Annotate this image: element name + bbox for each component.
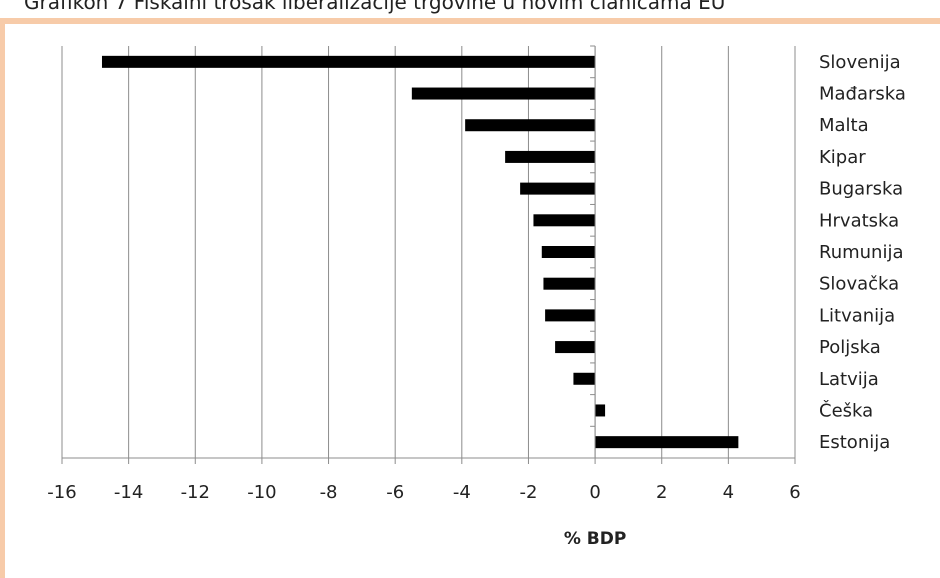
- category-label: Hrvatska: [819, 210, 899, 231]
- category-label: Rumunija: [819, 242, 904, 263]
- x-tick-label: 0: [589, 482, 600, 503]
- x-tick-label: -6: [386, 482, 404, 503]
- x-tick-label: -2: [519, 482, 537, 503]
- x-tick-label: 6: [789, 482, 800, 503]
- bar: [573, 372, 596, 385]
- bar: [533, 214, 596, 227]
- category-label: Estonija: [819, 432, 890, 453]
- bar: [411, 87, 596, 100]
- axes: [61, 45, 796, 464]
- bar: [505, 150, 596, 163]
- x-tick-label: -8: [320, 482, 338, 503]
- category-label: Malta: [819, 115, 869, 136]
- category-labels: Slovenija Mađarska Malta Kipar Bugarska Hrvat…: [819, 52, 906, 453]
- bar: [101, 55, 596, 68]
- category-label: Poljska: [819, 337, 881, 358]
- x-axis-label: % BDP: [564, 529, 626, 549]
- bar: [520, 182, 596, 195]
- bar: [545, 309, 596, 322]
- bar: [541, 246, 596, 258]
- x-tick-label: 4: [723, 482, 734, 503]
- chart-title: Grafikon 7 Fiskalni trošak liberalizacij…: [24, 0, 726, 14]
- category-label: Latvija: [819, 369, 879, 390]
- bars: [101, 55, 739, 449]
- category-label: Slovenija: [819, 52, 901, 73]
- x-tick-label: 2: [656, 482, 667, 503]
- tick-labels: -16 -14 -12 -10 -8 -6 -4 -2 0 2 4 6: [47, 482, 800, 503]
- bar: [555, 341, 596, 354]
- bar: [595, 436, 739, 449]
- category-label: Češka: [819, 399, 873, 421]
- x-tick-label: -10: [247, 482, 276, 503]
- category-label: Mađarska: [819, 84, 906, 105]
- gridlines: [61, 46, 796, 458]
- bar: [595, 404, 606, 417]
- chart-frame: Slovenija Mađarska Malta Kipar Bugarska Hrvat…: [0, 18, 940, 578]
- x-tick-label: -16: [47, 482, 76, 503]
- chart-panel: Slovenija Mađarska Malta Kipar Bugarska Hrvat…: [5, 24, 940, 578]
- bar: [465, 119, 596, 132]
- category-label: Bugarska: [819, 179, 903, 200]
- x-tick-label: -12: [181, 482, 210, 503]
- category-label: Kipar: [819, 147, 866, 168]
- category-label: Litvanija: [819, 305, 895, 326]
- x-tick-label: -4: [453, 482, 471, 503]
- bar-chart: Slovenija Mađarska Malta Kipar Bugarska Hrvat…: [47, 45, 906, 549]
- x-tick-label: -14: [114, 482, 143, 503]
- category-label: Slovačka: [819, 274, 899, 295]
- bar: [543, 277, 596, 290]
